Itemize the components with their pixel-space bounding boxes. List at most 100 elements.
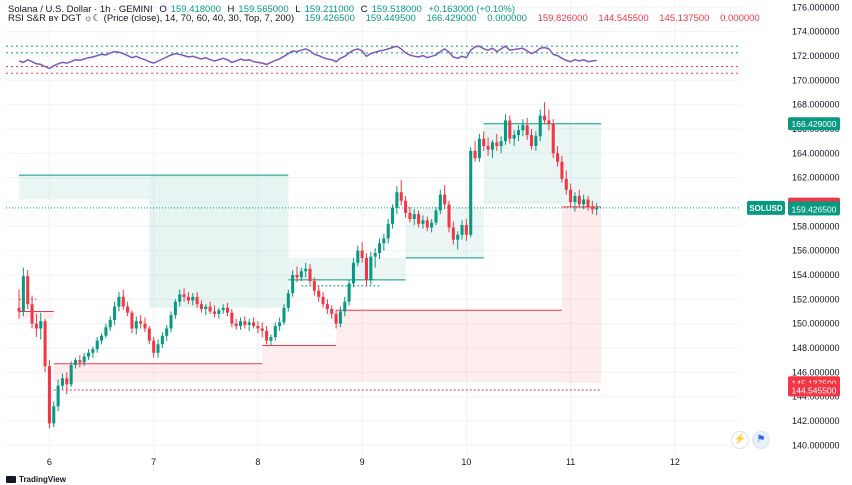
- candle-body: [113, 306, 117, 320]
- price-label: 145.137500: [792, 378, 837, 388]
- price-label-box: [788, 117, 840, 131]
- candle-body: [56, 385, 60, 407]
- y-tick-label: 170.000000: [792, 75, 840, 85]
- candle-body: [87, 352, 91, 357]
- rsi-value-2: 159.449500: [365, 13, 416, 24]
- candle-body: [408, 212, 412, 219]
- candle-body: [364, 257, 369, 280]
- candle-body: [278, 322, 282, 327]
- candle-body: [430, 222, 434, 228]
- y-tick-label: 164.000000: [792, 148, 840, 158]
- flag-icon[interactable]: ⚑: [752, 431, 770, 449]
- candle-body: [134, 321, 138, 329]
- candle-body: [338, 311, 342, 324]
- candle-body: [395, 192, 399, 209]
- price-label: 144.545500: [792, 385, 837, 395]
- candle-body: [525, 125, 529, 136]
- price-label: 166.429000: [792, 119, 837, 129]
- candle-body: [360, 250, 364, 258]
- candle-body: [443, 194, 447, 205]
- candle-body: [560, 161, 564, 179]
- y-tick-label: 144.000000: [792, 392, 840, 402]
- candle-body: [586, 199, 590, 207]
- candle-body: [564, 178, 568, 190]
- candle-body: [538, 115, 542, 137]
- candle-body: [551, 124, 555, 154]
- x-tick-label: 8: [255, 457, 260, 467]
- tradingview-logo[interactable]: TradingView: [6, 475, 66, 484]
- ohlc-low: 159.211000: [304, 4, 355, 15]
- candle-body: [286, 293, 290, 308]
- quick-trade-icon[interactable]: ⚡: [731, 431, 749, 449]
- candle-body: [252, 322, 256, 327]
- candle-body: [347, 283, 351, 302]
- candle-body: [191, 296, 195, 301]
- candle-body: [152, 340, 156, 353]
- candle-body: [130, 312, 134, 329]
- candle-body: [173, 301, 177, 316]
- candle-body: [469, 150, 473, 235]
- candle-body: [160, 335, 164, 345]
- y-tick-label: 148.000000: [792, 343, 840, 353]
- candle-body: [60, 378, 64, 386]
- candle-body: [26, 276, 30, 305]
- rsi-line: [18, 45, 597, 70]
- y-tick-label: 174.000000: [792, 27, 840, 37]
- rsi-value-4: 0.000000: [487, 13, 527, 24]
- symbol-tag: [747, 200, 785, 215]
- candle-body: [343, 301, 347, 312]
- x-tick-label: 11: [566, 457, 575, 467]
- candle-body: [256, 326, 260, 329]
- candle-body: [273, 326, 277, 337]
- y-tick-label: 142.000000: [792, 416, 840, 426]
- candle-body: [126, 306, 130, 313]
- sr-zone: [53, 363, 263, 383]
- candle-body: [47, 366, 51, 424]
- candle-body: [317, 290, 321, 297]
- rsi-value-5: 159.826000: [537, 13, 588, 24]
- candle-body: [208, 306, 212, 312]
- candle-body: [321, 296, 325, 305]
- candle-body: [477, 138, 481, 159]
- candle-body: [508, 120, 512, 139]
- candle-body: [139, 321, 143, 324]
- candle-body: [438, 194, 442, 211]
- candle-body: [143, 323, 147, 329]
- candle-body: [569, 189, 573, 202]
- candle-body: [595, 208, 599, 210]
- candle-body: [386, 223, 390, 239]
- candle-body: [404, 200, 408, 213]
- candle-body: [221, 307, 225, 311]
- candle-body: [534, 136, 538, 146]
- candle-body: [95, 340, 99, 350]
- y-tick-label: 172.000000: [792, 51, 840, 61]
- candle-body: [30, 304, 34, 324]
- candle-body: [199, 304, 203, 310]
- candle-body: [169, 315, 173, 329]
- candle-body: [182, 294, 186, 297]
- candle-body: [434, 210, 438, 223]
- candle-body: [239, 321, 243, 327]
- candle-body: [516, 130, 521, 136]
- ohlc-change: +0.163000 (+0.10%): [428, 4, 516, 15]
- rsi-title: RSI S&R ʙʏ DGT ☼☾ (Price (close), 14, 70…: [8, 13, 295, 24]
- y-tick-label: 162.000000: [792, 173, 840, 183]
- candle-body: [543, 115, 547, 121]
- candle-body: [100, 335, 104, 341]
- candle-body: [291, 274, 295, 294]
- candle-body: [473, 150, 477, 159]
- y-tick-label: 152.000000: [792, 294, 840, 304]
- candle-body: [217, 310, 221, 314]
- candle-body: [334, 313, 338, 324]
- candle-body: [34, 323, 38, 329]
- rsi-value-7: 145.137500: [659, 13, 710, 24]
- candle-body: [104, 327, 108, 336]
- candle-body: [165, 328, 169, 336]
- x-tick-label: 6: [47, 457, 52, 467]
- ohlc-high-label: H: [227, 4, 235, 15]
- candle-body: [265, 330, 269, 341]
- candle-body: [512, 135, 516, 139]
- candle-body: [330, 309, 334, 314]
- x-tick-label: 7: [151, 457, 156, 467]
